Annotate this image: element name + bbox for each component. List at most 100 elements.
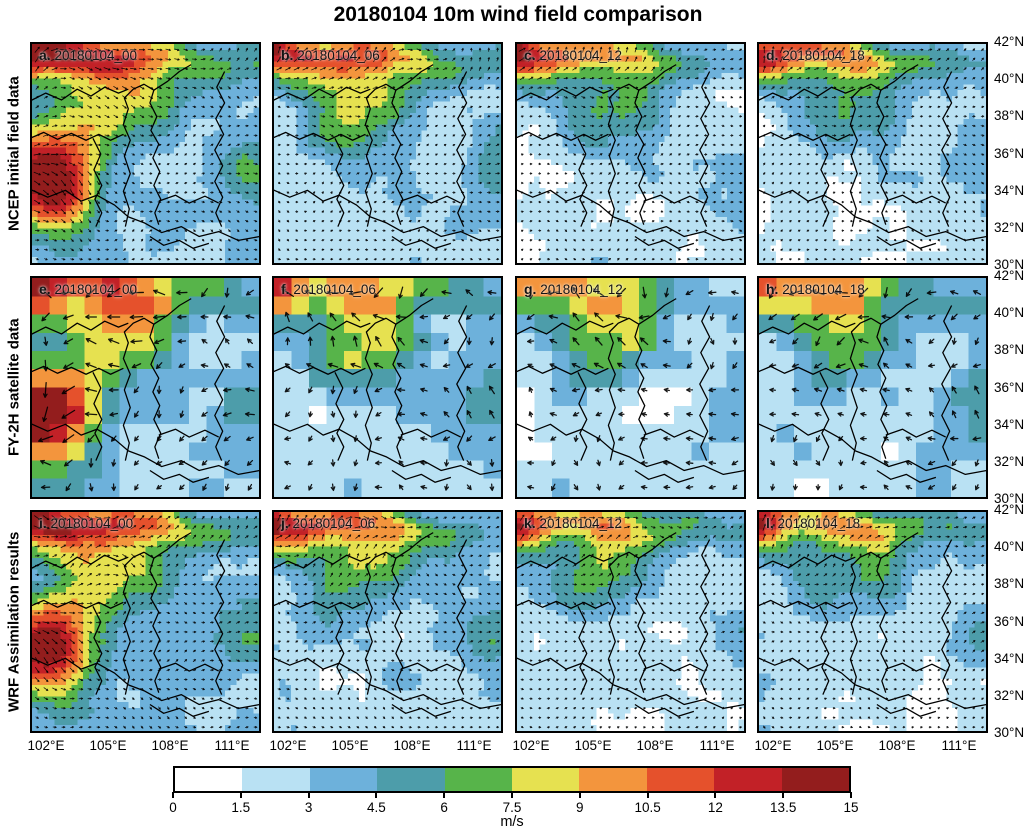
wind-map — [517, 44, 744, 263]
colorbar-tick-label: 6 — [440, 800, 448, 815]
map-panel-j: j. 20180104_06 — [272, 510, 503, 733]
lat-tick-label: 40°N — [994, 71, 1025, 87]
wind-map — [32, 278, 259, 497]
panel-letter: d. — [766, 47, 779, 63]
panel-label: b. 20180104_06 — [281, 47, 380, 63]
colorbar-segment — [242, 768, 310, 791]
panel-letter: j. — [281, 515, 289, 531]
lat-tick-label: 38°N — [994, 108, 1025, 124]
panel-label: i. 20180104_00 — [39, 515, 133, 531]
panel-time: 20180104_06 — [297, 48, 380, 63]
panel-label: g. 20180104_12 — [524, 281, 623, 297]
lat-tick-label: 32°N — [994, 687, 1025, 703]
colorbar-segment — [175, 768, 243, 791]
lon-tick-label: 105°E — [574, 738, 612, 753]
lon-tick-label: 102°E — [269, 738, 307, 753]
wind-map — [32, 512, 259, 731]
panel-time: 20180104_18 — [782, 48, 865, 63]
colorbar-tick — [714, 792, 717, 798]
lat-tick-label: 30°N — [994, 725, 1025, 740]
lat-tick-label: 36°N — [994, 145, 1025, 161]
wind-map — [759, 278, 986, 497]
panel-time: 20180104_00 — [54, 282, 138, 297]
colorbar-tick — [307, 792, 310, 798]
wind-map — [274, 278, 501, 497]
colorbar — [173, 766, 851, 793]
colorbar-tick — [172, 792, 174, 798]
lat-tick-label: 38°N — [994, 342, 1025, 358]
map-panel-f: f. 20180104_06 — [272, 276, 503, 499]
panel-time: 20180104_12 — [540, 282, 623, 297]
map-panel-e: e. 20180104_00 — [30, 276, 261, 499]
map-panel-b: b. 20180104_06 — [272, 42, 503, 265]
colorbar-tick-label: 9 — [576, 800, 584, 815]
map-panel-g: g. 20180104_12 — [515, 276, 746, 499]
map-panel-d: d. 20180104_18 — [757, 42, 988, 265]
colorbar-tick-label: 0 — [169, 800, 177, 815]
lat-tick-label: 42°N — [994, 34, 1025, 49]
lat-tick-label: 34°N — [994, 416, 1025, 432]
row-label-ncep: NCEP initial field data — [5, 76, 23, 231]
panel-time: 20180104_00 — [50, 516, 134, 531]
panel-label: k. 20180104_12 — [524, 515, 622, 531]
panel-letter: b. — [281, 47, 294, 63]
wind-map — [32, 44, 259, 263]
lon-tick-label: 111°E — [214, 738, 250, 753]
panel-label: j. 20180104_06 — [281, 515, 375, 531]
lon-tick-label: 108°E — [151, 738, 189, 753]
lon-tick-label: 102°E — [27, 738, 65, 753]
panel-time: 20180104_12 — [539, 48, 623, 63]
colorbar-tick-label: 7.5 — [502, 800, 522, 815]
wind-map — [759, 512, 986, 731]
panel-label: e. 20180104_00 — [39, 281, 137, 297]
lat-tick-label: 36°N — [994, 379, 1025, 395]
colorbar-tick-label: 12 — [707, 800, 723, 815]
panel-label: h. 20180104_18 — [766, 281, 865, 297]
map-panel-k: k. 20180104_12 — [515, 510, 746, 733]
colorbar-tick-label: 15 — [843, 800, 859, 815]
panel-letter: c. — [524, 47, 536, 63]
panel-time: 20180104_18 — [782, 282, 865, 297]
wind-map — [517, 512, 744, 731]
lat-tick-label: 30°N — [994, 491, 1025, 506]
colorbar-segment — [444, 768, 513, 791]
panel-time: 20180104_00 — [54, 48, 138, 63]
colorbar-segment — [781, 768, 850, 791]
row-label-wrf: WRF Assimilation results — [5, 531, 23, 712]
panel-label: c. 20180104_12 — [524, 47, 622, 63]
map-panel-l: l. 20180104_18 — [757, 510, 988, 733]
panel-label: f. 20180104_06 — [281, 281, 376, 297]
colorbar-segment — [377, 768, 445, 791]
colorbar-tick — [646, 792, 649, 798]
panel-time: 20180104_12 — [539, 516, 623, 531]
lon-tick-label: 105°E — [331, 738, 369, 753]
lon-tick-label: 105°E — [89, 738, 127, 753]
colorbar-segment — [579, 768, 647, 791]
lon-tick-label: 108°E — [878, 738, 916, 753]
lon-tick-label: 111°E — [456, 738, 492, 753]
colorbar-tick — [578, 792, 581, 798]
colorbar-tick-label: 1.5 — [231, 800, 251, 815]
lat-tick-label: 32°N — [994, 219, 1025, 235]
lat-tick-label: 30°N — [994, 257, 1025, 272]
lon-tick-label: 111°E — [699, 738, 735, 753]
lon-tick-label: 102°E — [754, 738, 792, 753]
colorbar-unit-label: m/s — [500, 814, 524, 830]
lat-tick-label: 40°N — [994, 539, 1025, 555]
colorbar-tick — [239, 792, 242, 798]
colorbar-tick-label: 13.5 — [770, 800, 797, 815]
lat-tick-label: 34°N — [994, 650, 1025, 666]
panel-time: 20180104_06 — [293, 282, 376, 297]
panel-letter: a. — [39, 47, 51, 63]
colorbar-tick-label: 3 — [304, 800, 313, 815]
colorbar-tick — [375, 792, 378, 798]
panel-letter: f. — [281, 281, 290, 297]
lon-tick-label: 108°E — [393, 738, 431, 753]
panel-letter: g. — [524, 281, 537, 297]
colorbar-tick — [443, 792, 446, 798]
panel-time: 20180104_06 — [292, 516, 376, 531]
map-panel-a: a. 20180104_00 — [30, 42, 261, 265]
wind-map — [274, 44, 501, 263]
map-panel-h: h. 20180104_18 — [757, 276, 988, 499]
colorbar-tick — [511, 792, 513, 798]
